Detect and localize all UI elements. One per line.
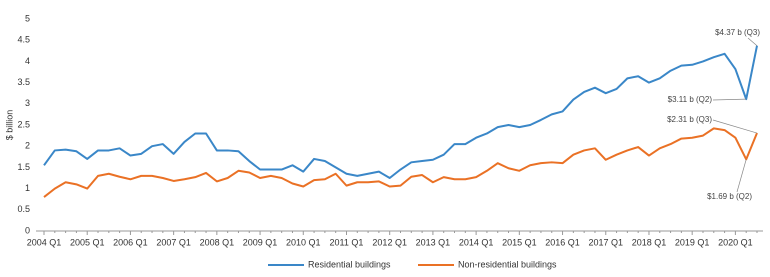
y-tick-label: 0 — [25, 225, 30, 235]
x-tick-label: 2017 Q1 — [588, 237, 623, 247]
y-tick-label: 3 — [25, 98, 30, 108]
y-tick-label: 4.5 — [17, 35, 30, 45]
x-tick-label: 2008 Q1 — [200, 237, 235, 247]
y-tick-label: 2.5 — [17, 119, 30, 129]
annotation: $3.11 b (Q2) — [668, 95, 713, 104]
legend-label: Residential buildings — [308, 259, 391, 269]
annotation-leader — [736, 159, 747, 193]
x-tick-label: 2007 Q1 — [156, 237, 191, 247]
y-axis-label: $ billion — [4, 110, 14, 141]
annotation-leader — [712, 98, 747, 101]
x-tick-label: 2006 Q1 — [113, 237, 148, 247]
x-tick-label: 2015 Q1 — [502, 237, 537, 247]
x-tick-label: 2011 Q1 — [330, 237, 364, 247]
y-tick-label: 1.5 — [17, 162, 30, 172]
legend-label: Non-residential buildings — [458, 259, 557, 269]
annotation: $2.31 b (Q3) — [667, 115, 712, 124]
x-tick-label: 2013 Q1 — [416, 237, 451, 247]
y-tick-label: 2 — [25, 141, 30, 151]
x-tick-label: 2019 Q1 — [675, 237, 710, 247]
x-tick-label: 2004 Q1 — [27, 237, 62, 247]
x-tick-label: 2009 Q1 — [243, 237, 278, 247]
y-tick-label: 1 — [25, 183, 30, 193]
x-tick-label: 2012 Q1 — [372, 237, 407, 247]
series-line — [43, 127, 758, 198]
y-tick-label: 5 — [25, 13, 30, 23]
x-tick-label: 2010 Q1 — [286, 237, 321, 247]
annotation: $4.37 b (Q3) — [715, 28, 760, 37]
y-tick-label: 3.5 — [17, 77, 30, 87]
annotation-leader — [747, 37, 758, 46]
y-tick-label: 4 — [25, 56, 30, 66]
annotation: $1.69 b (Q2) — [707, 192, 752, 201]
series-line — [43, 45, 758, 179]
y-tick-label: 0.5 — [17, 204, 30, 214]
x-tick-label: 2014 Q1 — [459, 237, 494, 247]
annotation-leader — [712, 119, 758, 134]
x-tick-label: 2005 Q1 — [70, 237, 105, 247]
x-tick-label: 2018 Q1 — [632, 237, 667, 247]
x-tick-label: 2020 Q1 — [718, 237, 753, 247]
x-tick-label: 2016 Q1 — [545, 237, 580, 247]
